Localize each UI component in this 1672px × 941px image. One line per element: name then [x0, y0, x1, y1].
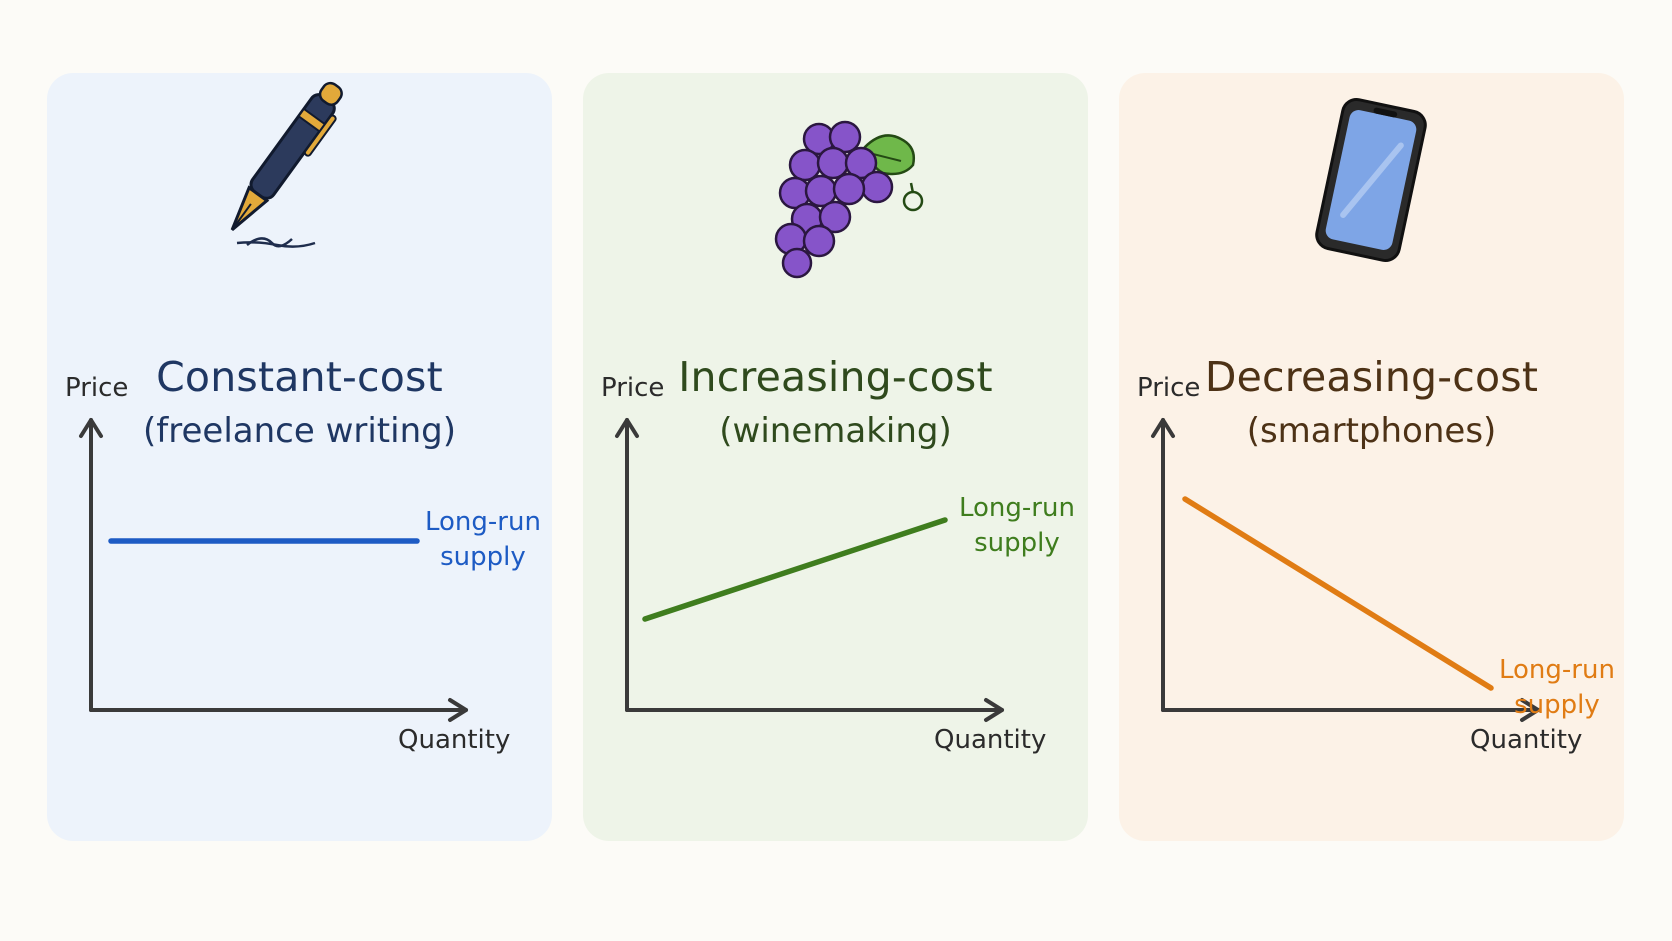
panel-title: Increasing-cost — [678, 353, 993, 401]
constant-cost-graph — [79, 81, 468, 722]
price-axis-label: Price — [65, 373, 129, 403]
decreasing-cost-panel: Decreasing-cost (smartphones) Price Quan… — [1119, 73, 1624, 841]
constant-cost-panel: Constant-cost (freelance writing) Price … — [47, 73, 552, 841]
curve-label-line1: Long-run — [1499, 655, 1615, 685]
grapes-icon — [774, 120, 924, 279]
curve-label-line2: supply — [1514, 690, 1600, 720]
fountain-pen-icon — [230, 81, 343, 248]
axes — [79, 418, 468, 722]
quantity-axis-label: Quantity — [1470, 725, 1583, 755]
panel-subtitle: (freelance writing) — [143, 411, 456, 451]
decreasing-cost-graph — [1151, 98, 1540, 722]
long-run-supply-curve — [642, 517, 948, 622]
panel-subtitle: (winemaking) — [719, 411, 952, 451]
curve-label-line1: Long-run — [425, 507, 541, 537]
quantity-axis-label: Quantity — [398, 725, 511, 755]
increasing-cost-graph — [615, 120, 1004, 722]
price-axis-label: Price — [1137, 373, 1201, 403]
increasing-cost-panel: Increasing-cost (winemaking) Price Quant… — [583, 73, 1088, 841]
curve-label-line1: Long-run — [959, 493, 1075, 523]
panel-title: Decreasing-cost — [1204, 353, 1539, 401]
price-axis-label: Price — [601, 373, 665, 403]
smartphone-icon — [1315, 98, 1427, 262]
long-run-supply-curve — [1182, 496, 1494, 691]
curve-label-line2: supply — [974, 528, 1060, 558]
curve-label: Long-run supply — [959, 491, 1075, 561]
axes — [615, 418, 1004, 722]
panel-subtitle: (smartphones) — [1246, 411, 1497, 451]
panel-title: Constant-cost — [156, 353, 443, 401]
curve-label: Long-run supply — [1499, 653, 1615, 723]
curve-label: Long-run supply — [425, 505, 541, 575]
curve-label-line2: supply — [440, 542, 526, 572]
axes — [1151, 418, 1540, 722]
quantity-axis-label: Quantity — [934, 725, 1047, 755]
